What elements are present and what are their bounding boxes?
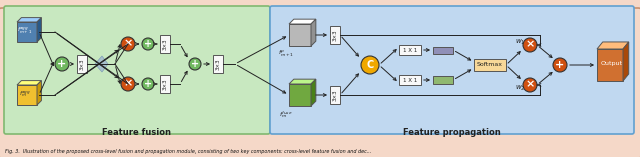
Polygon shape: [17, 81, 42, 85]
Circle shape: [189, 58, 201, 70]
Text: ×: ×: [525, 80, 534, 90]
Polygon shape: [311, 79, 316, 106]
Text: Feature fusion: Feature fusion: [102, 128, 172, 137]
FancyBboxPatch shape: [330, 86, 340, 104]
Text: C: C: [366, 60, 374, 70]
FancyBboxPatch shape: [160, 35, 170, 53]
Circle shape: [361, 56, 379, 74]
Polygon shape: [17, 18, 42, 22]
Text: +: +: [191, 59, 199, 69]
Text: +: +: [144, 79, 152, 89]
Text: 3×3: 3×3: [163, 38, 168, 50]
Circle shape: [523, 38, 537, 52]
FancyBboxPatch shape: [77, 55, 87, 73]
Polygon shape: [289, 84, 311, 106]
Polygon shape: [597, 49, 623, 81]
Text: Fig. 3.  Illustration of the proposed cross-level fusion and propagation module,: Fig. 3. Illustration of the proposed cro…: [5, 149, 371, 154]
Circle shape: [142, 38, 154, 50]
Text: ×: ×: [124, 79, 132, 89]
Polygon shape: [95, 56, 108, 72]
Polygon shape: [289, 24, 311, 46]
Polygon shape: [37, 81, 42, 105]
Circle shape: [142, 78, 154, 90]
Text: 1 X 1: 1 X 1: [403, 78, 417, 82]
Text: 1 X 1: 1 X 1: [403, 48, 417, 52]
Text: Feature propagation: Feature propagation: [403, 128, 501, 137]
Polygon shape: [289, 19, 316, 24]
FancyBboxPatch shape: [399, 45, 421, 55]
Polygon shape: [17, 22, 37, 42]
Text: +: +: [556, 60, 564, 70]
Text: $f_{m+1}^{agg}$: $f_{m+1}^{agg}$: [17, 26, 33, 36]
FancyBboxPatch shape: [474, 59, 506, 71]
Text: +: +: [58, 59, 67, 69]
Circle shape: [121, 37, 135, 51]
Text: 3×3: 3×3: [79, 58, 84, 70]
Text: +: +: [144, 39, 152, 49]
Text: $f_m^{fuse}$: $f_m^{fuse}$: [279, 109, 293, 120]
Polygon shape: [17, 85, 37, 105]
Text: 3×3: 3×3: [163, 78, 168, 90]
Text: 3×3: 3×3: [216, 58, 221, 70]
Text: 3×3: 3×3: [333, 29, 337, 41]
Text: $f_m^{agg}$: $f_m^{agg}$: [19, 89, 31, 99]
Text: $w_2$: $w_2$: [515, 83, 525, 93]
Circle shape: [523, 78, 537, 92]
FancyBboxPatch shape: [270, 6, 634, 134]
FancyBboxPatch shape: [0, 8, 640, 157]
Polygon shape: [37, 18, 42, 42]
Text: ×: ×: [525, 40, 534, 50]
Polygon shape: [623, 42, 628, 81]
Polygon shape: [597, 42, 628, 49]
Polygon shape: [311, 19, 316, 46]
Text: Output: Output: [601, 62, 623, 67]
Circle shape: [553, 58, 567, 72]
FancyBboxPatch shape: [160, 75, 170, 93]
Text: $f_{m+1}^{p}$: $f_{m+1}^{p}$: [278, 49, 294, 59]
Circle shape: [55, 57, 69, 71]
Text: ×: ×: [124, 39, 132, 49]
FancyBboxPatch shape: [433, 76, 453, 84]
Circle shape: [121, 77, 135, 91]
Text: Softmax: Softmax: [477, 62, 503, 68]
FancyBboxPatch shape: [399, 75, 421, 85]
FancyBboxPatch shape: [330, 26, 340, 44]
Text: $w_1$: $w_1$: [515, 37, 525, 47]
FancyBboxPatch shape: [4, 6, 270, 134]
FancyBboxPatch shape: [213, 55, 223, 73]
FancyBboxPatch shape: [433, 46, 453, 54]
Text: 3×3: 3×3: [333, 89, 337, 101]
Polygon shape: [289, 79, 316, 84]
